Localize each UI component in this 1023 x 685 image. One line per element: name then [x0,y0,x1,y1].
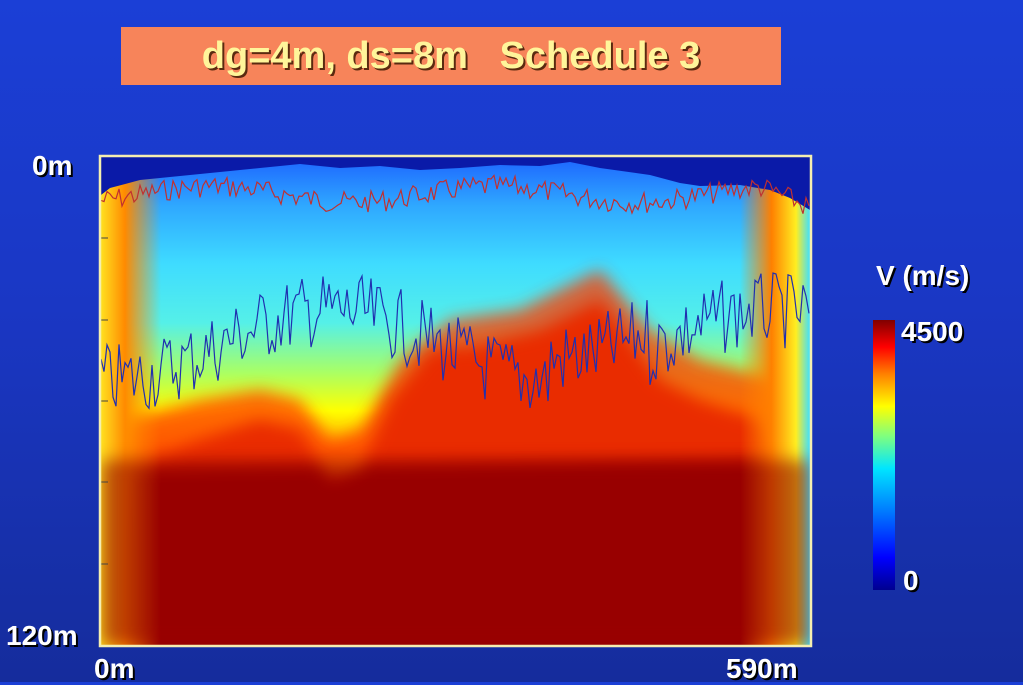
plot-frame [98,154,813,648]
colorbar-label: V (m/s) [876,260,970,291]
y-tick-bottom: 120m [6,620,78,651]
colorbar-min-label: 0 [903,565,919,596]
near-surface-interface-line [101,174,810,215]
orange-transition-zone [125,270,790,470]
air-region [101,157,810,210]
chart-title-box: dg=4m, ds=8m Schedule 3 [121,27,781,85]
x-tick-left: 0m [94,653,135,684]
deep-interface-line [101,272,810,410]
chart-title: dg=4m, ds=8m Schedule 3 [201,34,701,77]
y-axis-ticks [101,237,108,565]
colorbar [873,320,895,590]
colorbar-max-label: 4500 [901,316,964,347]
deep-layer [101,460,810,645]
x-tick-right: 590m [726,653,798,684]
y-tick-top: 0m [32,150,73,181]
